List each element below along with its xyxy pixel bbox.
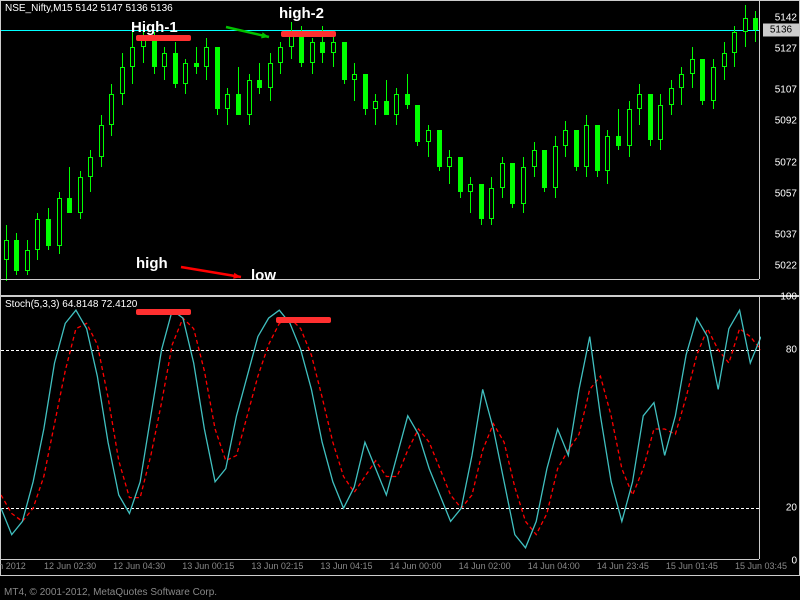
price-plot-area[interactable]: 5136High-1high-2highlow (1, 1, 759, 279)
price-y-axis: 5142 5127 5107 5092 5072 5057 5037 5022 (759, 1, 799, 279)
annotation-label: High-1 (131, 19, 178, 36)
y-tick: 80 (786, 344, 797, 355)
footer-copyright: MT4, © 2001-2012, MetaQuotes Software Co… (4, 587, 217, 598)
stoch-y-axis: 10080200 (759, 297, 799, 559)
y-tick: 5037 (775, 230, 797, 241)
y-tick: 0 (791, 556, 797, 567)
x-tick: 13 Jun 00:15 (182, 561, 234, 571)
x-tick: 14 Jun 02:00 (459, 561, 511, 571)
y-tick: 20 (786, 503, 797, 514)
highlight-marker (136, 309, 191, 315)
x-tick: 15 Jun 03:45 (735, 561, 787, 571)
x-tick: 13 Jun 02:15 (251, 561, 303, 571)
annotation-label: high (136, 255, 168, 272)
y-tick: 100 (780, 292, 797, 303)
price-x-axis-empty (1, 279, 759, 295)
annotation-label: high-2 (279, 5, 324, 22)
y-tick: 5072 (775, 157, 797, 168)
y-tick: 5092 (775, 116, 797, 127)
green-arrow (1, 1, 761, 281)
red-arrow (1, 1, 761, 281)
y-tick: 5142 (775, 12, 797, 23)
y-tick: 5057 (775, 188, 797, 199)
stoch-plot-area[interactable] (1, 297, 759, 559)
x-tick: 15 Jun 01:45 (666, 561, 718, 571)
highlight-marker (281, 31, 336, 37)
x-tick: 13 Jun 04:15 (320, 561, 372, 571)
stoch-lines (1, 297, 761, 561)
x-tick: 14 Jun 23:45 (597, 561, 649, 571)
x-tick: 12 Jun 04:30 (113, 561, 165, 571)
x-tick: 14 Jun 00:00 (390, 561, 442, 571)
shared-x-axis: 12 Jun 2012 12 Jun 02:30 12 Jun 04:30 13 Ju… (1, 559, 759, 575)
current-price-line (1, 30, 759, 31)
y-tick: 5107 (775, 85, 797, 96)
stoch-chart[interactable]: Stoch(5,3,3) 64.8148 72.4120 10080200 12… (0, 296, 800, 576)
x-tick: 14 Jun 04:00 (528, 561, 580, 571)
x-tick: 12 Jun 02:30 (44, 561, 96, 571)
price-chart-header: NSE_Nifty,M15 5142 5147 5136 5136 (5, 3, 173, 14)
annotation-label: low (251, 267, 276, 284)
highlight-marker (276, 317, 331, 323)
x-tick: 12 Jun 2012 (0, 561, 26, 571)
stoch-chart-header: Stoch(5,3,3) 64.8148 72.4120 (5, 299, 137, 310)
y-tick: 5127 (775, 43, 797, 54)
y-tick: 5022 (775, 261, 797, 272)
price-chart[interactable]: NSE_Nifty,M15 5142 5147 5136 5136 5136Hi… (0, 0, 800, 296)
